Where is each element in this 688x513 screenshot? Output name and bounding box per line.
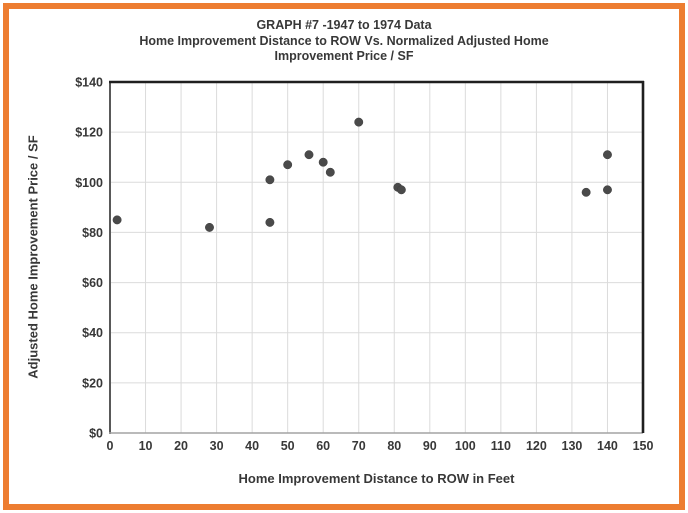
x-tick-label: 90 — [423, 439, 437, 453]
chart-title: GRAPH #7 -1947 to 1974 Data Home Improve… — [0, 18, 688, 65]
x-tick-label: 100 — [455, 439, 476, 453]
y-tick-label: $60 — [82, 276, 103, 290]
y-tick-label: $40 — [82, 326, 103, 340]
data-point — [354, 117, 364, 127]
y-tick-label: $20 — [82, 376, 103, 390]
x-tick-label: 30 — [210, 439, 224, 453]
x-tick-label: 10 — [139, 439, 153, 453]
y-tick-label: $100 — [75, 176, 103, 190]
x-tick-label: 80 — [387, 439, 401, 453]
data-point — [603, 150, 612, 160]
x-tick-label: 120 — [526, 439, 547, 453]
data-point — [396, 185, 406, 195]
y-tick-label: $80 — [82, 226, 103, 240]
x-tick-label: 130 — [562, 439, 583, 453]
data-point — [205, 222, 214, 232]
x-tick-label: 150 — [633, 439, 654, 453]
x-tick-label: 50 — [281, 439, 295, 453]
x-tick-label: 140 — [597, 439, 618, 453]
y-tick-label: $0 — [89, 427, 103, 441]
chart-title-line-1: GRAPH #7 -1947 to 1974 Data — [256, 18, 432, 32]
x-tick-label: 70 — [352, 439, 366, 453]
x-tick-label: 0 — [107, 439, 114, 453]
y-tick-label: $120 — [75, 126, 103, 140]
data-point — [318, 157, 328, 167]
x-tick-label: 110 — [491, 439, 511, 453]
chart-title-line-3: Improvement Price / SF — [274, 49, 414, 63]
data-point — [304, 150, 314, 160]
data-point — [265, 217, 275, 227]
data-point — [112, 215, 122, 225]
data-point — [283, 160, 293, 170]
y-axis-title: Adjusted Home Improvement Price / SF — [25, 135, 41, 379]
data-point — [325, 167, 335, 177]
x-axis-title: Home Improvement Distance to ROW in Feet — [238, 471, 515, 486]
data-point — [581, 187, 591, 197]
x-tick-label: 40 — [245, 439, 259, 453]
x-tick-label: 60 — [316, 439, 330, 453]
x-tick-label: 20 — [174, 439, 188, 453]
data-point — [265, 175, 275, 185]
y-tick-label: $140 — [75, 76, 103, 90]
chart-title-line-2: Home Improvement Distance to ROW Vs. Nor… — [139, 33, 549, 48]
data-point — [603, 185, 612, 195]
